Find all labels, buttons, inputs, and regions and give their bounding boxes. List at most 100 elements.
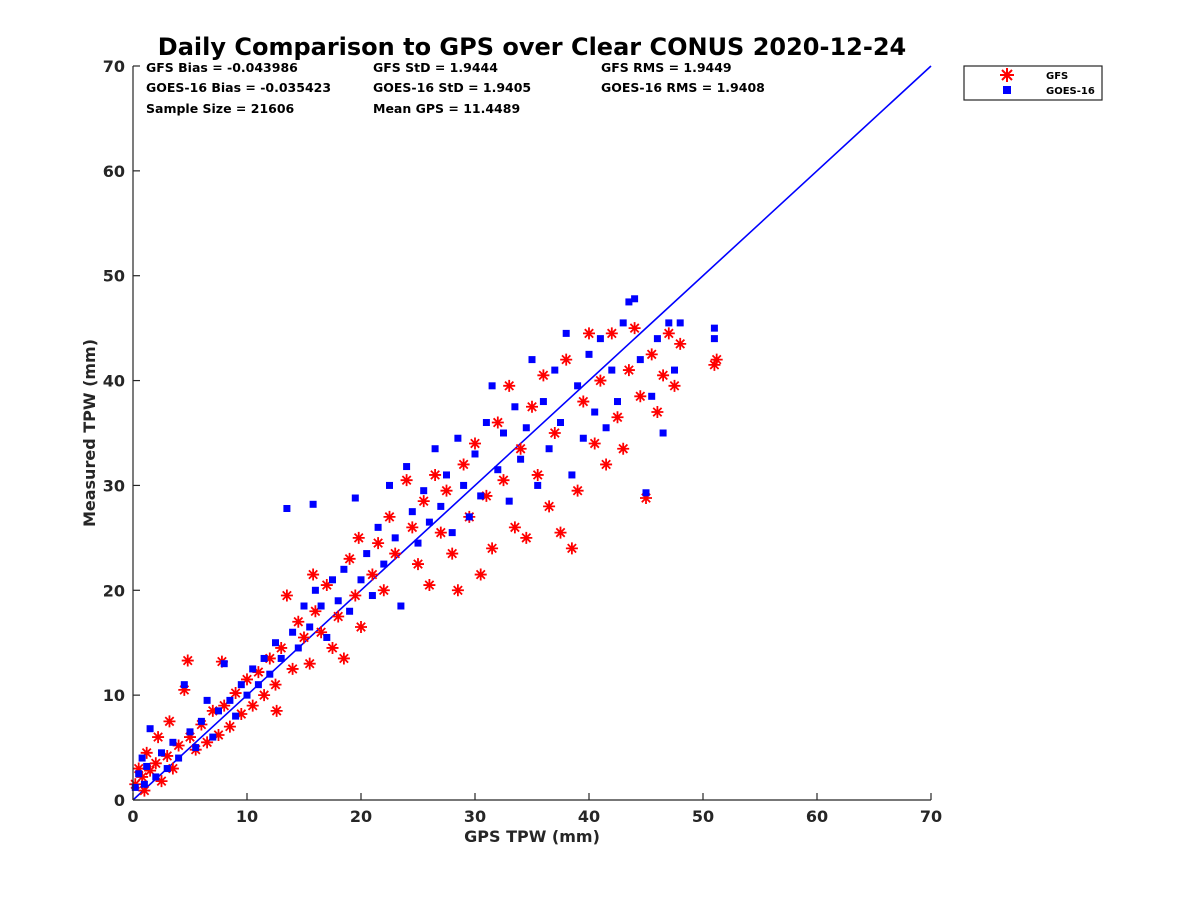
goes-16-point: [528, 356, 536, 364]
stat-goes-bias: GOES-16 Bias = -0.035423: [146, 80, 331, 95]
goes-16-point: [653, 335, 661, 343]
goes-16-point: [266, 670, 274, 678]
goes-16-point: [311, 586, 319, 594]
gfs-point: [548, 427, 561, 439]
gfs-point: [343, 552, 356, 565]
gfs-point: [383, 510, 396, 523]
goes-16-point: [374, 523, 382, 531]
goes-16-point: [329, 576, 336, 584]
goes-16-point: [676, 319, 684, 327]
gfs-point: [634, 390, 647, 403]
gfs-point: [181, 654, 194, 667]
legend-label-goes-16: GOES-16: [1046, 86, 1095, 97]
gfs-point: [503, 379, 516, 392]
goes-16-point: [152, 773, 160, 781]
goes-16-point: [482, 419, 490, 427]
goes-16-point: [243, 691, 251, 699]
x-axis-label: GPS TPW (mm): [464, 827, 600, 846]
gfs-point: [269, 678, 282, 691]
goes-16-point: [522, 424, 530, 432]
gfs-point: [668, 379, 681, 392]
x-tick-label: 60: [806, 807, 828, 826]
goes-16-point: [500, 429, 507, 437]
goes-16-point: [340, 565, 348, 573]
stat-gfs-std: GFS StD = 1.9444: [373, 60, 498, 75]
goes-16-point: [169, 738, 177, 746]
goes-16-point: [505, 497, 513, 505]
goes-16-point: [300, 602, 308, 610]
chart-title: Daily Comparison to GPS over Clear CONUS…: [158, 33, 906, 61]
gfs-point: [474, 568, 487, 581]
x-tick-label: 30: [464, 807, 486, 826]
gfs-point: [412, 558, 424, 571]
gfs-point: [270, 704, 283, 717]
goes-16-point: [346, 607, 354, 615]
reference-line: [132, 65, 932, 801]
goes-16-point: [420, 487, 428, 495]
gfs-point: [372, 537, 385, 550]
gfs-point: [508, 521, 521, 534]
gfs-point: [571, 484, 584, 497]
gfs-point: [611, 411, 624, 424]
y-tick-label: 10: [103, 686, 125, 705]
gfs-point: [400, 474, 413, 487]
gfs-point: [212, 728, 225, 741]
gfs-point: [622, 364, 635, 377]
gfs-point: [309, 605, 322, 618]
goes-16-point: [648, 392, 656, 400]
goes-16-point: [397, 602, 405, 610]
goes-16-point: [391, 534, 399, 542]
x-tick-label: 10: [236, 807, 258, 826]
legend-label-gfs: GFS: [1046, 71, 1068, 82]
gfs-point: [451, 584, 464, 597]
gfs-point: [577, 395, 590, 408]
gfs-point: [674, 337, 687, 350]
goes-16-point: [203, 696, 211, 704]
gfs-point: [307, 568, 320, 581]
goes-16-point: [568, 471, 576, 479]
goes-16-point: [351, 494, 359, 502]
goes-16-point: [614, 398, 621, 406]
goes-16-point: [591, 408, 599, 416]
gfs-point: [389, 547, 402, 560]
goes-16-point: [460, 481, 468, 489]
gfs-point: [206, 704, 219, 717]
goes-16-point: [636, 356, 644, 364]
gfs-point: [617, 442, 630, 455]
gfs-point: [480, 489, 493, 502]
gfs-point: [565, 542, 578, 555]
gfs-point: [588, 437, 601, 450]
goes-16-point: [357, 576, 365, 584]
goes-16-point: [619, 319, 627, 327]
goes-16-point: [488, 382, 496, 390]
gfs-point: [457, 458, 470, 471]
x-tick-label: 40: [578, 807, 600, 826]
gfs-point: [258, 689, 271, 702]
gfs-point: [406, 521, 419, 534]
gfs-point: [229, 687, 242, 700]
gfs-point: [326, 641, 339, 654]
goes-16-point: [534, 481, 542, 489]
goes-16-point: [317, 602, 325, 610]
gfs-point: [520, 531, 533, 544]
gfs-point: [554, 526, 567, 539]
gfs-point: [315, 626, 328, 639]
y-tick-label: 20: [103, 581, 125, 600]
goes-16-point: [135, 770, 143, 778]
gfs-point: [600, 458, 613, 471]
goes-16-point: [380, 560, 388, 568]
series-goes-16: [131, 295, 718, 791]
gfs-point: [161, 749, 174, 762]
gfs-point: [594, 374, 607, 387]
gfs-point: [486, 542, 499, 555]
legend: GFS GOES-16: [963, 65, 1103, 101]
goes-16-point: [443, 471, 450, 479]
x-tick-label: 20: [350, 807, 372, 826]
goes-16-point: [272, 639, 279, 647]
gfs-point: [178, 683, 191, 696]
goes-16-point: [551, 366, 559, 374]
goes-16-point: [557, 419, 564, 427]
gfs-point: [526, 400, 538, 413]
